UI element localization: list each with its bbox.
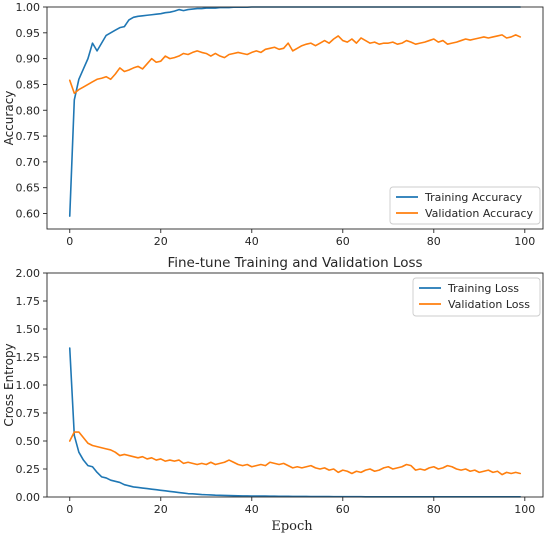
x-tick-label: 80	[427, 235, 441, 248]
y-tick-label: 1.00	[16, 1, 41, 14]
x-tick-label: 0	[66, 503, 73, 516]
series-line-training-loss	[68, 347, 522, 498]
x-tick-label: 0	[66, 235, 73, 248]
y-tick-label: 0.00	[16, 491, 41, 504]
y-axis-label: Cross Entropy	[2, 343, 16, 426]
legend-entry-label: Training Accuracy	[424, 191, 523, 204]
y-tick-label: 0.50	[16, 435, 41, 448]
x-tick-label: 60	[336, 503, 350, 516]
y-tick-label: 1.50	[16, 323, 41, 336]
y-tick-label: 0.75	[16, 130, 41, 143]
x-tick-label: 40	[245, 235, 259, 248]
y-tick-label: 0.90	[16, 53, 41, 66]
loss-chart: Fine-tune Training and Validation Loss 0 2…	[2, 255, 544, 534]
x-tick-label: 80	[427, 503, 441, 516]
y-tick-label: 2.00	[16, 267, 41, 280]
chart-title: Fine-tune Training and Validation Loss	[167, 255, 422, 271]
series-line-training-accuracy	[68, 6, 522, 217]
series-line-validation-accuracy	[68, 34, 522, 95]
y-tick-label: 0.65	[16, 182, 41, 195]
legend-box	[389, 186, 541, 225]
x-tick-label: 20	[154, 503, 168, 516]
series-line-validation-loss	[68, 431, 522, 476]
y-tick-label: 0.80	[16, 104, 41, 117]
x-tick-label: 60	[336, 235, 350, 248]
y-tick-label: 1.00	[16, 379, 41, 392]
x-tick-label: 100	[514, 235, 535, 248]
y-tick-label: 0.95	[16, 27, 41, 40]
x-tick-label: 40	[245, 503, 259, 516]
legend-entry-label: Validation Loss	[448, 298, 530, 311]
accuracy-chart: 0 20 40 60 80 100 0.60 0.65 0.70 0.75 0.80 0.85 0.90…	[2, 1, 544, 248]
y-tick-label: 0.25	[16, 463, 41, 476]
legend-box	[412, 277, 541, 317]
legend-entry-label: Training Loss	[447, 282, 519, 295]
y-tick-label: 0.85	[16, 78, 41, 91]
y-tick-label: 0.75	[16, 407, 41, 420]
y-axis-label: Accuracy	[2, 91, 16, 146]
y-tick-label: 0.60	[16, 208, 41, 221]
legend-entry-label: Validation Accuracy	[425, 207, 534, 220]
x-axis-label: Epoch	[271, 519, 313, 534]
plot-frame	[46, 6, 544, 230]
x-tick-label: 100	[514, 503, 535, 516]
y-tick-label: 1.25	[16, 351, 41, 364]
y-tick-label: 0.70	[16, 156, 41, 169]
x-tick-label: 20	[154, 235, 168, 248]
y-tick-label: 1.75	[16, 295, 41, 308]
